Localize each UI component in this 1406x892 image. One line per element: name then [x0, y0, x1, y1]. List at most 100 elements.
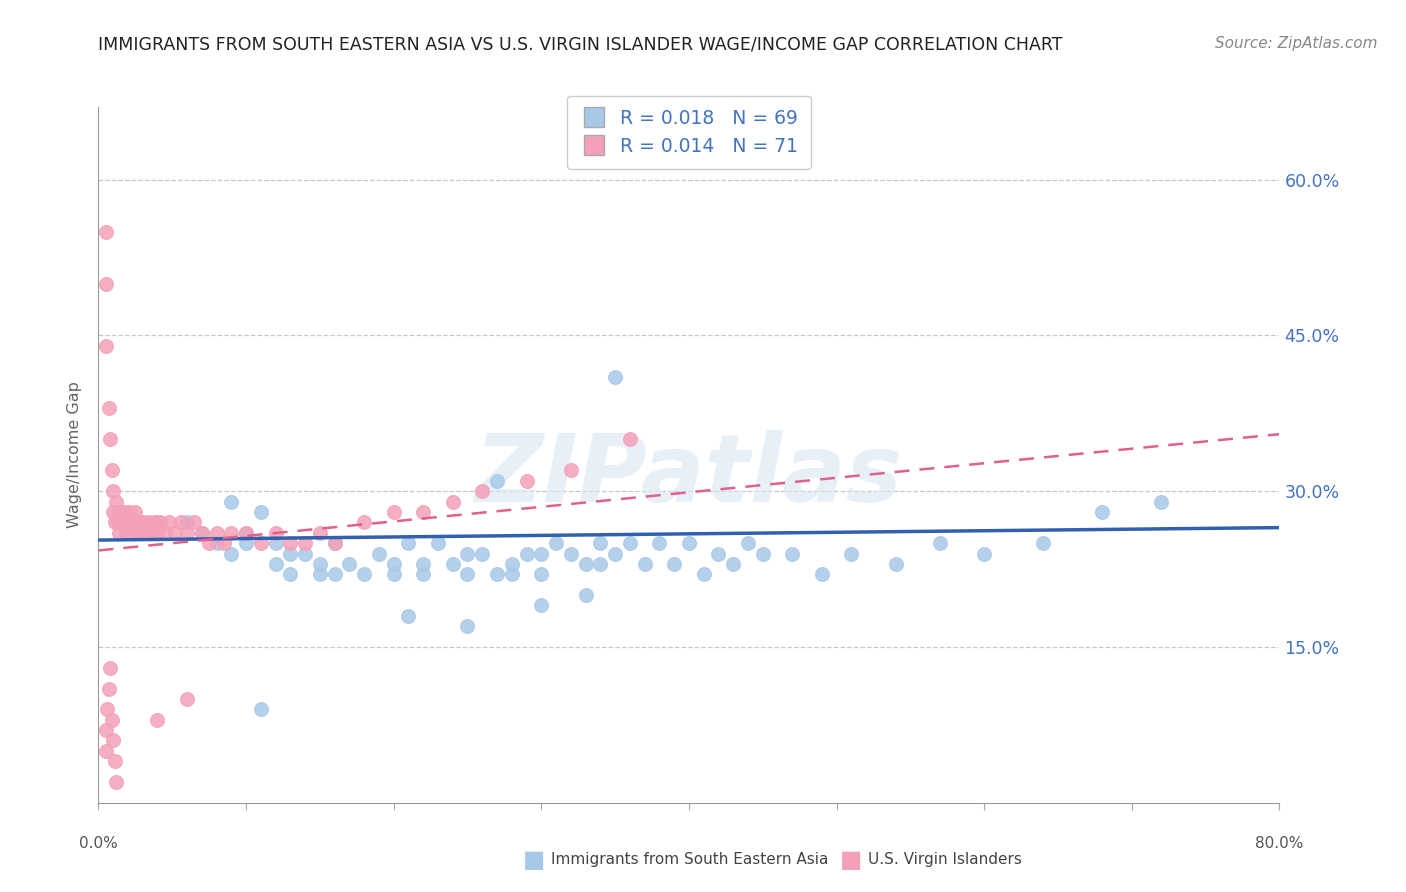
- Point: [486, 474, 509, 488]
- Point: [103, 484, 125, 499]
- Point: [235, 525, 257, 540]
- Point: [146, 516, 169, 530]
- Point: [124, 505, 146, 519]
- Point: [323, 567, 346, 582]
- Point: [141, 525, 163, 540]
- Point: [841, 547, 863, 561]
- Point: [1091, 505, 1114, 519]
- Point: [176, 692, 198, 706]
- Point: [486, 567, 509, 582]
- Point: [250, 536, 273, 550]
- Point: [693, 567, 716, 582]
- Point: [412, 505, 434, 519]
- Point: [170, 516, 193, 530]
- Point: [516, 547, 538, 561]
- Point: [619, 433, 641, 447]
- Point: [183, 516, 205, 530]
- Point: [115, 525, 138, 540]
- Point: [323, 536, 346, 550]
- Point: [560, 463, 582, 477]
- Point: [108, 525, 131, 540]
- Point: [97, 401, 120, 416]
- Point: [471, 484, 494, 499]
- Point: [530, 599, 553, 613]
- Point: [107, 516, 129, 530]
- Point: [678, 536, 700, 550]
- Text: 0.0%: 0.0%: [79, 836, 118, 851]
- Point: [110, 505, 132, 519]
- Point: [546, 536, 568, 550]
- Point: [107, 505, 129, 519]
- Point: [94, 225, 117, 239]
- Point: [398, 608, 420, 623]
- Text: Immigrants from South Eastern Asia: Immigrants from South Eastern Asia: [551, 853, 828, 867]
- Point: [111, 516, 134, 530]
- Point: [104, 754, 127, 768]
- Point: [135, 525, 157, 540]
- Point: [619, 536, 641, 550]
- Point: [516, 474, 538, 488]
- Point: [127, 525, 149, 540]
- Point: [97, 681, 120, 696]
- Point: [264, 557, 287, 571]
- Text: Source: ZipAtlas.com: Source: ZipAtlas.com: [1215, 36, 1378, 51]
- Point: [575, 557, 598, 571]
- Point: [280, 567, 302, 582]
- Point: [530, 567, 553, 582]
- Point: [250, 505, 273, 519]
- Point: [737, 536, 759, 550]
- Point: [221, 494, 243, 508]
- Point: [309, 525, 332, 540]
- Point: [530, 547, 553, 561]
- Point: [143, 516, 166, 530]
- Point: [723, 557, 745, 571]
- Point: [648, 536, 671, 550]
- Point: [100, 713, 122, 727]
- Point: [368, 547, 391, 561]
- Point: [353, 567, 375, 582]
- Point: [165, 525, 187, 540]
- Point: [198, 536, 221, 550]
- Point: [103, 505, 125, 519]
- Point: [264, 536, 287, 550]
- Point: [96, 702, 118, 716]
- Point: [149, 516, 172, 530]
- Point: [294, 536, 316, 550]
- Point: [280, 536, 302, 550]
- Point: [929, 536, 952, 550]
- Point: [205, 536, 228, 550]
- Y-axis label: Wage/Income Gap: Wage/Income Gap: [67, 382, 83, 528]
- Point: [752, 547, 775, 561]
- Point: [94, 723, 117, 738]
- Point: [589, 557, 612, 571]
- Point: [412, 567, 434, 582]
- Point: [98, 433, 121, 447]
- Point: [205, 525, 228, 540]
- Text: ■: ■: [523, 848, 546, 871]
- Point: [589, 536, 612, 550]
- Point: [323, 536, 346, 550]
- Point: [94, 744, 117, 758]
- Point: [118, 505, 141, 519]
- Point: [138, 516, 160, 530]
- Point: [117, 516, 139, 530]
- Point: [122, 516, 145, 530]
- Point: [294, 547, 316, 561]
- Point: [398, 536, 420, 550]
- Point: [441, 494, 464, 508]
- Point: [112, 505, 135, 519]
- Point: [120, 516, 142, 530]
- Point: [221, 547, 243, 561]
- Point: [128, 516, 150, 530]
- Point: [884, 557, 907, 571]
- Point: [98, 661, 121, 675]
- Point: [146, 525, 169, 540]
- Point: [457, 619, 479, 633]
- Point: [280, 547, 302, 561]
- Point: [309, 567, 332, 582]
- Point: [146, 713, 169, 727]
- Point: [105, 775, 128, 789]
- Point: [353, 516, 375, 530]
- Point: [382, 567, 405, 582]
- Point: [100, 463, 122, 477]
